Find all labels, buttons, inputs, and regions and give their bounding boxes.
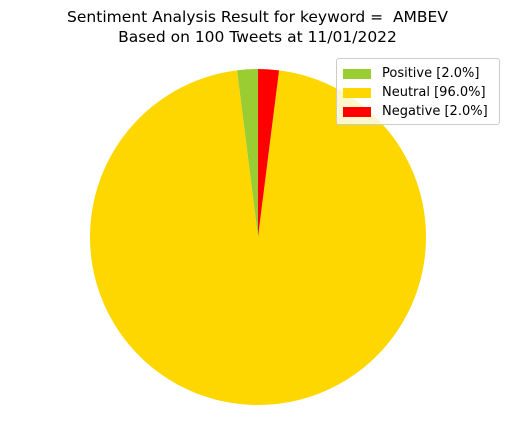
legend-item-positive: Positive [2.0%] [343,64,499,83]
chart-title-line-2: Based on 100 Tweets at 11/01/2022 [118,27,397,46]
chart-legend: Positive [2.0%] Neutral [96.0%] Negative… [336,58,500,125]
pie-slice-positive [236,69,258,237]
chart-title-line-1: Sentiment Analysis Result for keyword = … [67,8,448,26]
legend-label-positive: Positive [2.0%] [382,66,480,81]
legend-swatch-neutral [343,87,371,98]
chart-title: Sentiment Analysis Result for keyword = … [0,8,515,47]
legend-item-negative: Negative [2.0%] [343,102,499,121]
legend-label-negative: Negative [2.0%] [382,104,488,119]
pie-slice-negative [258,69,280,237]
pie-slice-neutral [90,70,427,406]
legend-item-neutral: Neutral [96.0%] [343,83,499,102]
legend-label-neutral: Neutral [96.0%] [382,85,486,100]
legend-swatch-positive [343,68,371,79]
legend-swatch-negative [343,106,371,117]
